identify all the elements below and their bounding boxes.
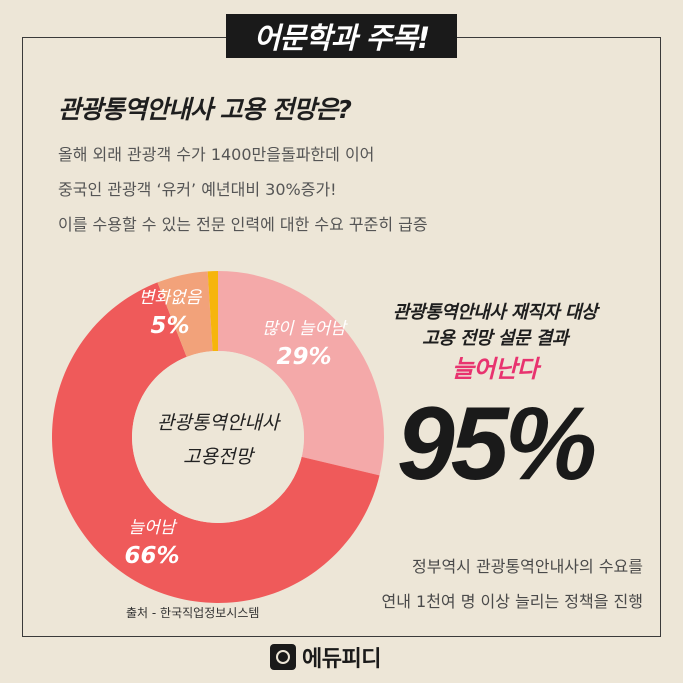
policy-text: 정부역시 관광통역안내사의 수요를 연내 1천여 명 이상 늘리는 정책을 진행 (382, 549, 644, 619)
slice-value-label: 5% (150, 313, 189, 339)
intro-line: 올해 외래 관광객 수가 1400만을돌파한데 이어 (58, 145, 375, 164)
header-badge: 어문학과 주목! (226, 14, 457, 58)
slice-name-label: 늘어남 (129, 518, 178, 538)
donut-slice (51, 282, 380, 603)
donut-slice (207, 271, 218, 352)
edupd-logo-icon (270, 644, 296, 670)
policy-line: 연내 1천여 명 이상 늘리는 정책을 진행 (381, 592, 644, 611)
donut-center-label: 고용전망 (183, 446, 255, 468)
intro-text: 올해 외래 관광객 수가 1400만을돌파한데 이어 중국인 관광객 ‘유커’ … (58, 137, 428, 242)
slice-name-label: 많이 늘어남 (262, 319, 348, 339)
slice-name-label: 변화없음 (139, 288, 203, 308)
donut-center-label: 관광통역안내사 (157, 412, 282, 434)
policy-line: 정부역시 관광통역안내사의 수요를 (412, 557, 643, 576)
headline: 관광통역안내사 고용 전망은? (58, 95, 352, 124)
donut-hole (132, 351, 304, 523)
intro-line: 이를 수용할 수 있는 전문 인력에 대한 수요 꾸준히 급증 (58, 215, 428, 234)
survey-accent: 늘어난다 (451, 355, 539, 383)
survey-result: 관광통역안내사 재직자 대상 고용 전망 설문 결과 늘어난다 95% (330, 300, 660, 496)
donut-slice (157, 271, 213, 357)
donut-slice (218, 271, 384, 476)
source-credit: 출처 - 한국직업정보시스템 (126, 606, 260, 620)
survey-line: 관광통역안내사 재직자 대상 (392, 302, 598, 323)
survey-percent: 95% (396, 386, 597, 502)
slice-value-label: 66% (124, 543, 179, 569)
slice-value-label: 29% (276, 344, 331, 370)
survey-line: 고용 전망 설문 결과 (422, 328, 568, 349)
intro-line: 중국인 관광객 ‘유커’ 예년대비 30%증가! (58, 180, 337, 199)
brand: 에듀피디 (270, 642, 381, 672)
brand-name: 에듀피디 (302, 647, 381, 672)
